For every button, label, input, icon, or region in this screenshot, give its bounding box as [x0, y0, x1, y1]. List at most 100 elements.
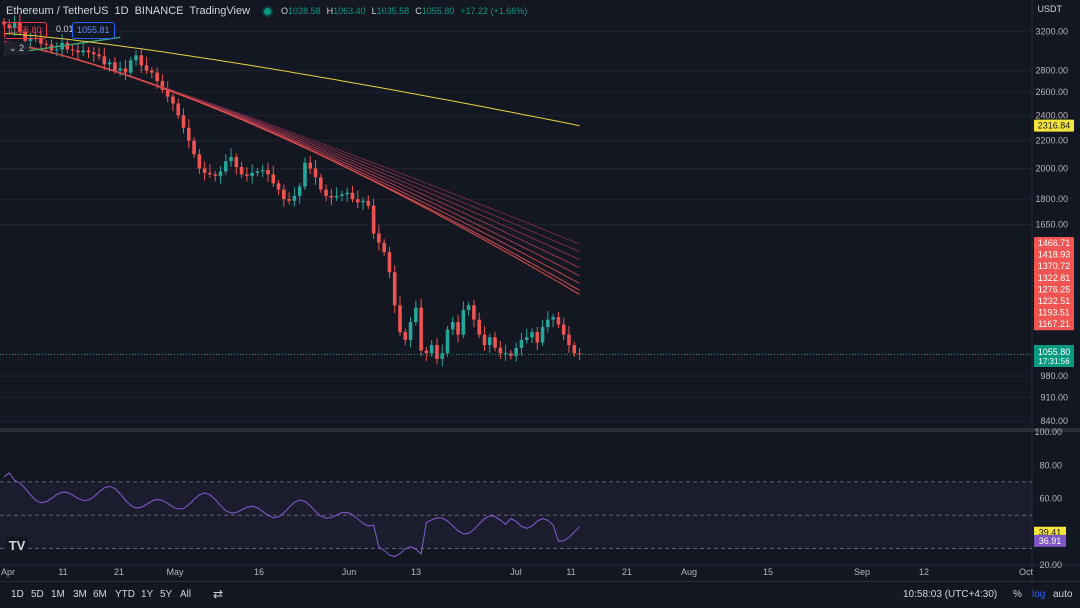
candle-body — [70, 49, 75, 51]
candle-body — [424, 350, 429, 354]
candle-body — [144, 65, 149, 71]
candle-body — [440, 353, 445, 359]
range-ytd[interactable]: YTD — [115, 589, 135, 600]
candle-body — [134, 55, 138, 61]
candle-body — [355, 199, 360, 203]
candle-body — [414, 307, 418, 323]
candle-body — [229, 157, 233, 162]
candle-body — [197, 154, 202, 169]
candle-body — [266, 169, 270, 175]
candle-body — [239, 167, 244, 175]
candle-body — [498, 347, 503, 354]
range-all[interactable]: All — [180, 589, 192, 600]
indicator-count: 2 — [19, 43, 25, 53]
range-5y[interactable]: 5Y — [160, 589, 173, 600]
range-3m[interactable]: 3M — [73, 589, 87, 600]
indicators-toggle[interactable]: ⌄ 2 — [4, 42, 30, 55]
candle-body — [44, 43, 49, 45]
time-tick-label: Sep — [854, 567, 870, 577]
candle-body — [160, 81, 165, 90]
time-tick-label: Jun — [342, 567, 357, 577]
candle-body — [371, 205, 376, 234]
time-tick-label: Apr — [1, 567, 15, 577]
pane-separator[interactable] — [0, 428, 1080, 432]
candle-body — [340, 194, 344, 196]
symbol-title[interactable]: Ethereum / TetherUS — [6, 5, 109, 17]
candle-body — [18, 22, 22, 32]
ema-ribbon-line — [3, 43, 580, 291]
candle-body — [556, 317, 561, 325]
candle-body — [28, 38, 33, 41]
clock-label[interactable]: 10:58:03 (UTC+4:30) — [903, 589, 998, 600]
candle-body — [86, 50, 91, 53]
ribbon-value-label: 1193.51 — [1038, 308, 1070, 318]
rsi-tick-label: 100.00 — [1034, 427, 1062, 437]
candle-body — [350, 192, 355, 200]
candle-body — [245, 174, 249, 176]
interval-label[interactable]: 1D — [114, 5, 129, 17]
candle-body — [456, 322, 460, 335]
candle-body — [250, 172, 254, 176]
currency-label[interactable]: USDT — [1037, 4, 1063, 14]
candle-body — [382, 242, 386, 253]
candle-body — [387, 252, 392, 273]
log-toggle[interactable]: log — [1032, 589, 1046, 600]
chevron-down-icon: ⌄ — [9, 43, 17, 53]
time-tick-label: 13 — [411, 567, 421, 577]
auto-toggle[interactable]: auto — [1053, 589, 1073, 600]
ribbon-value-label: 1167.21 — [1038, 319, 1070, 329]
candle-body — [403, 332, 408, 340]
candle-body — [176, 103, 181, 116]
ribbon-value-label-bg — [1034, 306, 1074, 319]
price-tick-label: 1800.00 — [1035, 194, 1068, 204]
price-tick-label: 980.00 — [1040, 371, 1068, 381]
candle-body — [324, 189, 328, 196]
candle-body — [276, 183, 281, 190]
candle-body — [334, 195, 339, 198]
candle-body — [192, 140, 196, 155]
sell-button[interactable]: 1055.80 — [4, 22, 47, 39]
candle-body — [202, 168, 207, 173]
candle-body — [408, 322, 413, 340]
date-range-icon[interactable]: ⇄ — [213, 587, 224, 601]
candle-body — [123, 68, 128, 73]
candle-body — [55, 49, 59, 51]
range-1d[interactable]: 1D — [11, 589, 24, 600]
candle-body — [472, 305, 476, 320]
time-tick-label: 11 — [58, 567, 67, 577]
candle-body — [435, 345, 439, 359]
candle-body — [271, 174, 276, 184]
ohlc-values: O1038.58 H1063.40 L1035.58 C1055.80 +17.… — [281, 6, 528, 16]
bottom-toolbar: 1D 5D 1M 3M 6M YTD 1Y 5Y All ⇄ 10:58:03 … — [0, 581, 1080, 608]
price-tick-label: 910.00 — [1040, 393, 1068, 403]
range-5d[interactable]: 5D — [31, 589, 44, 600]
tradingview-logo-icon[interactable]: TV — [6, 537, 28, 555]
percent-toggle[interactable]: % — [1013, 589, 1022, 600]
range-6m[interactable]: 6M — [93, 589, 107, 600]
candle-body — [234, 157, 239, 168]
candle-body — [329, 195, 334, 198]
candle-body — [319, 177, 323, 190]
time-tick-label: 21 — [622, 567, 632, 577]
price-tick-label: 2000.00 — [1035, 163, 1068, 173]
candle-body — [546, 319, 550, 328]
chart-header: Ethereum / TetherUS 1D BINANCE TradingVi… — [6, 5, 527, 17]
candle-body — [530, 332, 534, 338]
source-label: TradingView — [189, 5, 251, 17]
ema-ribbon-line — [3, 42, 580, 277]
candle-body — [540, 327, 545, 343]
candle-body — [345, 192, 349, 195]
candle-body — [81, 50, 85, 53]
candle-body — [493, 337, 497, 348]
candle-body — [187, 127, 191, 141]
candle-body — [366, 200, 371, 206]
range-1m[interactable]: 1M — [51, 589, 65, 600]
rsi-tick-label: 60.00 — [1039, 494, 1062, 504]
candle-body — [297, 186, 302, 196]
range-1y[interactable]: 1Y — [141, 589, 154, 600]
spread-value: 0.01 — [56, 24, 74, 34]
candle-body — [91, 52, 96, 55]
buy-button[interactable]: 1055.81 — [72, 22, 115, 39]
candle-body — [287, 199, 291, 201]
